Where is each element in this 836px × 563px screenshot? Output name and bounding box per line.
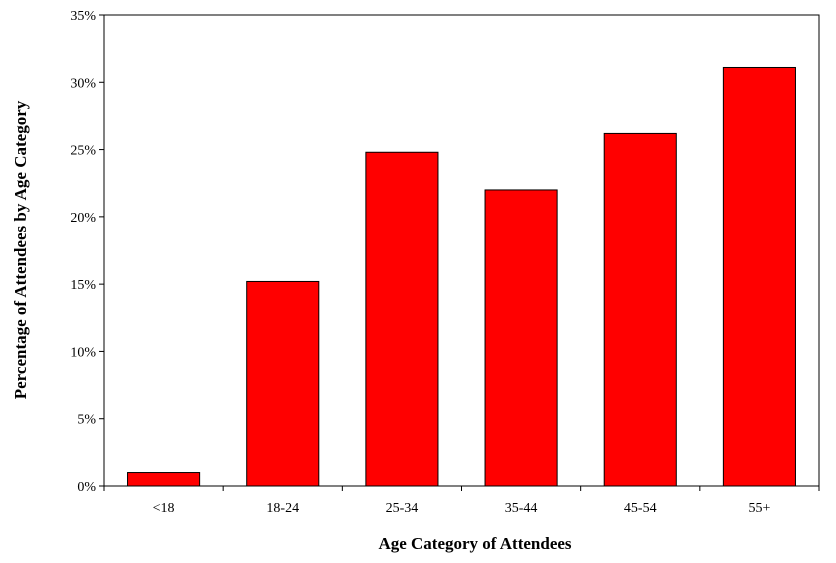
- bar-5: [603, 132, 677, 487]
- y-axis-title: Percentage of Attendees by Age Category: [11, 100, 30, 399]
- bars-group: [127, 66, 796, 487]
- bar-6: [722, 66, 796, 487]
- y-tick-label: 5%: [77, 413, 96, 428]
- plot-area: [103, 14, 820, 487]
- y-axis: 0% 5% 10% 15% 20% 25% 30% 35%: [70, 9, 104, 495]
- y-tick-label: 0%: [77, 480, 96, 495]
- y-tick-label: 20%: [70, 211, 96, 226]
- plot-border: [103, 14, 820, 487]
- x-axis-title: Age Category of Attendees: [378, 534, 571, 553]
- x-tick-label: 35-44: [505, 501, 538, 516]
- y-tick-label: 30%: [70, 76, 96, 91]
- x-tick-label: 55+: [748, 501, 770, 516]
- y-tick-label: 35%: [70, 9, 96, 24]
- x-tick-label: 18-24: [266, 501, 299, 516]
- x-tick-label: 45-54: [624, 501, 657, 516]
- y-tick-label: 15%: [70, 278, 96, 293]
- bar-4: [484, 189, 558, 487]
- x-axis: <18 18-24 25-34 35-44 45-54 55+: [103, 486, 820, 516]
- y-tick-label: 25%: [70, 144, 96, 159]
- bar-1: [127, 472, 201, 487]
- x-tick-label: <18: [153, 501, 175, 516]
- bar-3: [365, 151, 439, 487]
- y-tick-label: 10%: [70, 345, 96, 360]
- bar-2: [246, 280, 320, 487]
- x-tick-label: 25-34: [386, 501, 419, 516]
